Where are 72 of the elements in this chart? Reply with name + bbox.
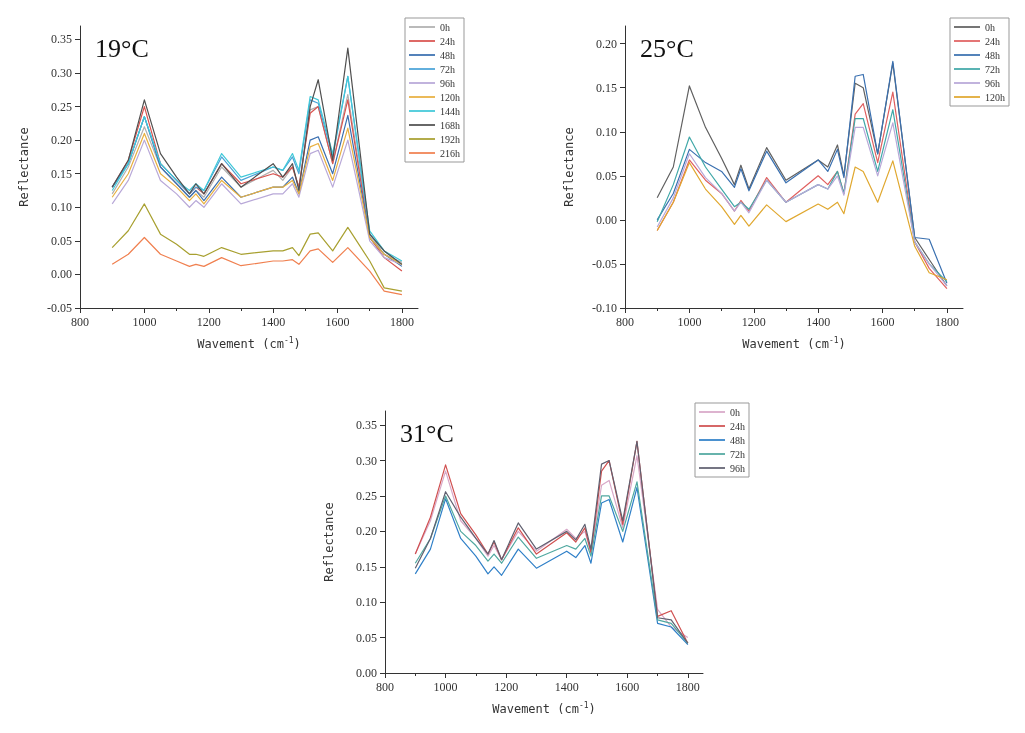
x-tick-label: 1600 <box>870 315 895 329</box>
y-axis-title: Reflectance <box>322 502 336 582</box>
x-tick-label: 1600 <box>615 680 640 694</box>
y-tick-label: 0.10 <box>356 595 377 610</box>
legend-label: 48h <box>730 434 745 446</box>
x-tick-label: 1400 <box>261 315 286 329</box>
x-tick-label: 800 <box>376 680 394 694</box>
y-tick-label: 0.15 <box>51 166 72 181</box>
y-tick-label: 0.20 <box>356 524 377 539</box>
y-tick-label: 0.35 <box>356 418 377 433</box>
legend-label: 168h <box>440 119 460 131</box>
x-tick-label: 1000 <box>132 315 157 329</box>
legend-label: 120h <box>985 91 1005 103</box>
y-tick-label: 0.00 <box>356 666 377 680</box>
x-tick-label: 1800 <box>934 315 959 329</box>
legend-label: 96h <box>985 77 1000 89</box>
y-tick-label: 0.05 <box>596 168 617 183</box>
chart-title: 31°C <box>400 418 454 448</box>
legend-label: 216h <box>440 147 460 159</box>
y-tick-label: 0.20 <box>596 36 617 51</box>
y-tick-label: 0.00 <box>51 267 72 282</box>
legend-label: 0h <box>440 21 450 33</box>
y-tick-label: 0.35 <box>51 32 72 47</box>
y-tick-label: 0.30 <box>51 66 72 80</box>
y-tick-label: 0.10 <box>51 200 72 215</box>
legend-label: 48h <box>985 49 1000 61</box>
x-tick-label: 800 <box>71 315 89 329</box>
legend-label: 0h <box>730 406 740 418</box>
legend-label: 72h <box>985 63 1000 75</box>
x-tick-label: 800 <box>616 315 634 329</box>
x-tick-label: 1600 <box>325 315 350 329</box>
x-tick-label: 1800 <box>389 315 414 329</box>
y-tick-label: 0.20 <box>51 133 72 148</box>
y-tick-label: 0.10 <box>596 124 617 139</box>
y-tick-label: 0.15 <box>356 559 377 574</box>
legend-label: 96h <box>440 77 455 89</box>
legend-label: 72h <box>440 63 455 75</box>
legend-label: 24h <box>440 35 455 47</box>
legend-label: 120h <box>440 91 460 103</box>
y-tick-label: 0.25 <box>51 99 72 114</box>
y-tick-label: 0.05 <box>356 630 377 645</box>
y-tick-label: 0.30 <box>356 453 377 468</box>
legend-label: 192h <box>440 133 460 145</box>
x-tick-label: 1200 <box>494 680 519 694</box>
x-tick-label: 1200 <box>741 315 766 329</box>
chart-title: 19°C <box>95 33 149 63</box>
y-tick-label: 0.15 <box>596 80 617 95</box>
y-tick-label: -0.05 <box>47 301 72 315</box>
y-axis-title: Reflectance <box>562 127 576 207</box>
chart-title: 25°C <box>640 33 694 63</box>
y-tick-label: -0.10 <box>592 301 617 315</box>
y-tick-label: 0.05 <box>51 233 72 248</box>
legend-label: 144h <box>440 105 460 117</box>
legend-label: 72h <box>730 448 745 460</box>
x-tick-label: 1000 <box>433 680 458 694</box>
legend-label: 96h <box>730 462 745 474</box>
y-axis-title: Reflectance <box>17 127 31 207</box>
x-tick-label: 1200 <box>196 315 221 329</box>
legend-label: 48h <box>440 49 455 61</box>
legend-label: 24h <box>985 35 1000 47</box>
legend-label: 24h <box>730 420 745 432</box>
y-tick-label: 0.25 <box>356 488 377 503</box>
x-tick-label: 1000 <box>677 315 702 329</box>
line-series <box>656 160 948 281</box>
y-tick-label: -0.05 <box>592 256 617 271</box>
x-tick-label: 1400 <box>806 315 831 329</box>
legend-label: 0h <box>985 21 995 33</box>
y-tick-label: 0.00 <box>596 212 617 227</box>
x-tick-label: 1800 <box>675 680 700 694</box>
x-tick-label: 1400 <box>554 680 579 694</box>
line-series <box>111 236 403 296</box>
line-series <box>111 203 403 292</box>
